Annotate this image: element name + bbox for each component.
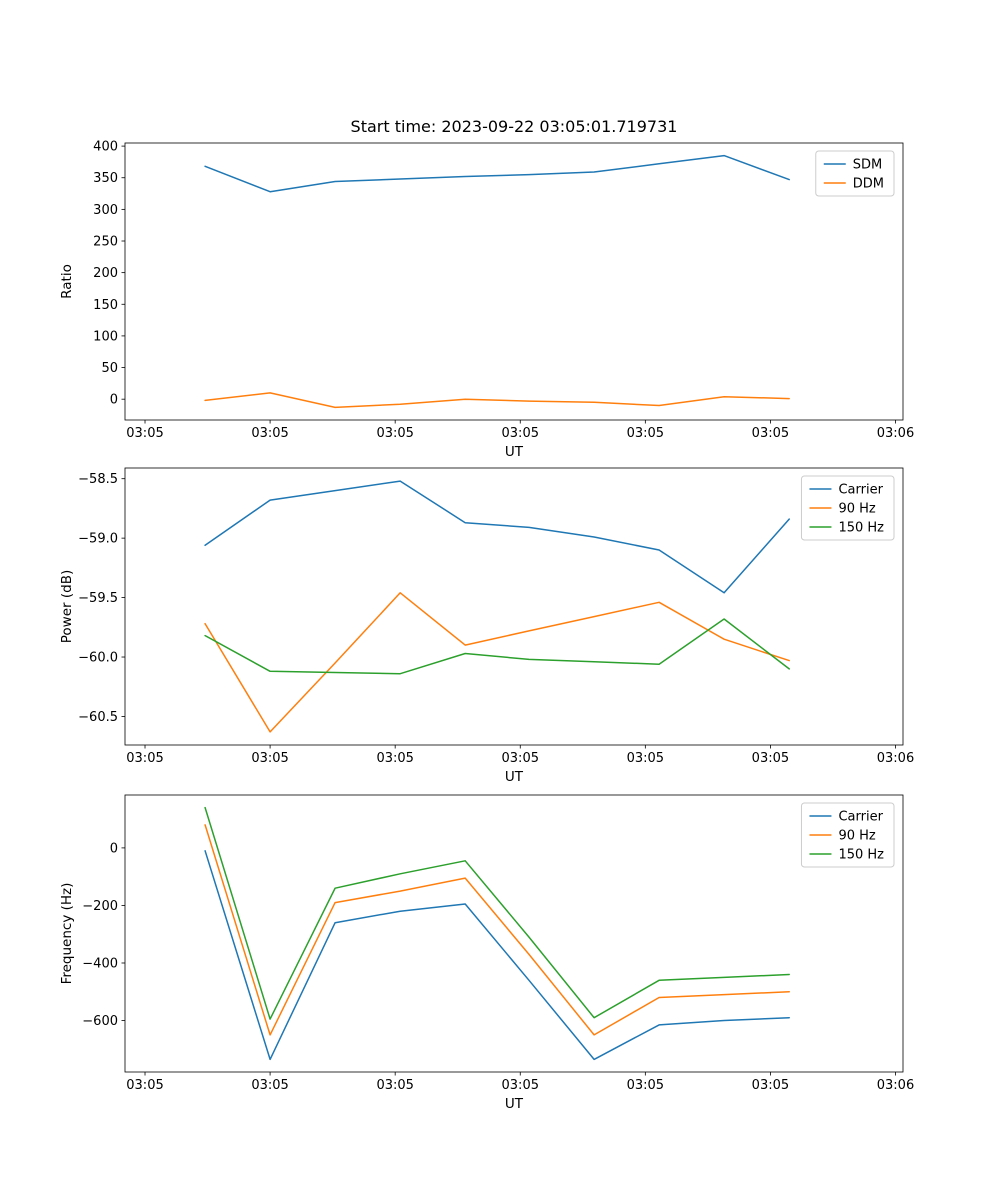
x-tick-label: 03:05: [627, 1078, 664, 1093]
x-tick-label: 03:05: [376, 751, 413, 766]
x-tick-label: 03:05: [502, 1078, 539, 1093]
y-tick-label: 150: [93, 298, 118, 313]
y-tick-label: −200: [82, 899, 118, 914]
y-tick-label: 0: [110, 841, 118, 856]
chart-title: Start time: 2023-09-22 03:05:01.719731: [350, 117, 678, 136]
x-tick-label: 03:05: [126, 426, 163, 441]
series-line-150-hz: [204, 618, 790, 675]
x-axis-label: UT: [505, 444, 524, 460]
x-tick-label: 03:05: [502, 426, 539, 441]
y-tick-label: 300: [93, 203, 118, 218]
y-tick-label: 50: [101, 361, 118, 376]
y-tick-label: −60.5: [78, 710, 118, 725]
x-tick-label: 03:05: [752, 751, 789, 766]
x-tick-label: 03:06: [877, 1078, 914, 1093]
x-tick-label: 03:06: [877, 751, 914, 766]
subplot-3: 03:05 03:05 03:05 03:05 03:05 03:05 03:06 0 −200…: [59, 794, 914, 1112]
x-axis-label: UT: [505, 769, 524, 785]
y-tick-label: −59.5: [78, 591, 118, 606]
x-tick-label: 03:05: [126, 751, 163, 766]
y-tick-label: −58.5: [78, 472, 118, 487]
series-line-carrier: [204, 850, 790, 1061]
legend-box: [800, 802, 895, 868]
x-tick-label: 03:05: [752, 426, 789, 441]
x-axis-label: UT: [505, 1096, 524, 1112]
series-line-150-hz: [204, 806, 790, 1020]
y-tick-label: −59.0: [78, 532, 118, 547]
y-tick-label: −400: [82, 956, 118, 971]
x-tick-label: 03:05: [251, 751, 288, 766]
series-line-90-hz: [204, 592, 790, 733]
y-tick-label: 400: [93, 140, 118, 155]
legend-label: 150 Hz: [838, 848, 884, 863]
x-tick-label: 03:05: [627, 751, 664, 766]
x-tick-label: 03:05: [126, 1078, 163, 1093]
y-tick-label: 350: [93, 171, 118, 186]
x-tick-label: 03:05: [752, 1078, 789, 1093]
y-axis-label: Frequency (Hz): [59, 883, 75, 985]
legend-box: [800, 475, 895, 541]
series-line-sdm: [204, 154, 790, 193]
legend-label: DDM: [853, 177, 884, 192]
x-tick-label: 03:05: [627, 426, 664, 441]
legend-label: Carrier: [838, 483, 883, 498]
x-tick-label: 03:05: [376, 1078, 413, 1093]
y-axis-label: Power (dB): [59, 570, 75, 643]
series-line-90-hz: [204, 824, 790, 1036]
legend-label: 150 Hz: [838, 521, 884, 536]
legend-label: Carrier: [838, 810, 883, 825]
x-tick-label: 03:05: [376, 426, 413, 441]
series-line-ddm: [204, 392, 790, 409]
axes-frame: [124, 794, 904, 1073]
legend-label: 90 Hz: [838, 502, 875, 517]
x-tick-label: 03:06: [877, 426, 914, 441]
subplot-2: 03:05 03:05 03:05 03:05 03:05 03:05 03:06 −58.5…: [59, 467, 914, 785]
y-tick-label: 100: [93, 329, 118, 344]
y-tick-label: 250: [93, 235, 118, 250]
series-line-carrier: [204, 480, 790, 594]
x-tick-label: 03:05: [251, 426, 288, 441]
y-axis-label: Ratio: [59, 264, 75, 299]
y-tick-label: 0: [110, 393, 118, 408]
x-tick-label: 03:05: [251, 1078, 288, 1093]
legend-label: 90 Hz: [838, 829, 875, 844]
subplot-1: 03:05 03:05 03:05 03:05 03:05 03:05 03:06 0 50 10…: [59, 140, 914, 460]
y-tick-label: −60.0: [78, 651, 118, 666]
y-tick-label: −600: [82, 1014, 118, 1029]
y-tick-label: 200: [93, 266, 118, 281]
legend-box: [815, 150, 895, 197]
legend-label: SDM: [853, 158, 882, 173]
x-tick-label: 03:05: [502, 751, 539, 766]
axes-frame: [124, 142, 904, 421]
axes-frame: [124, 467, 904, 746]
